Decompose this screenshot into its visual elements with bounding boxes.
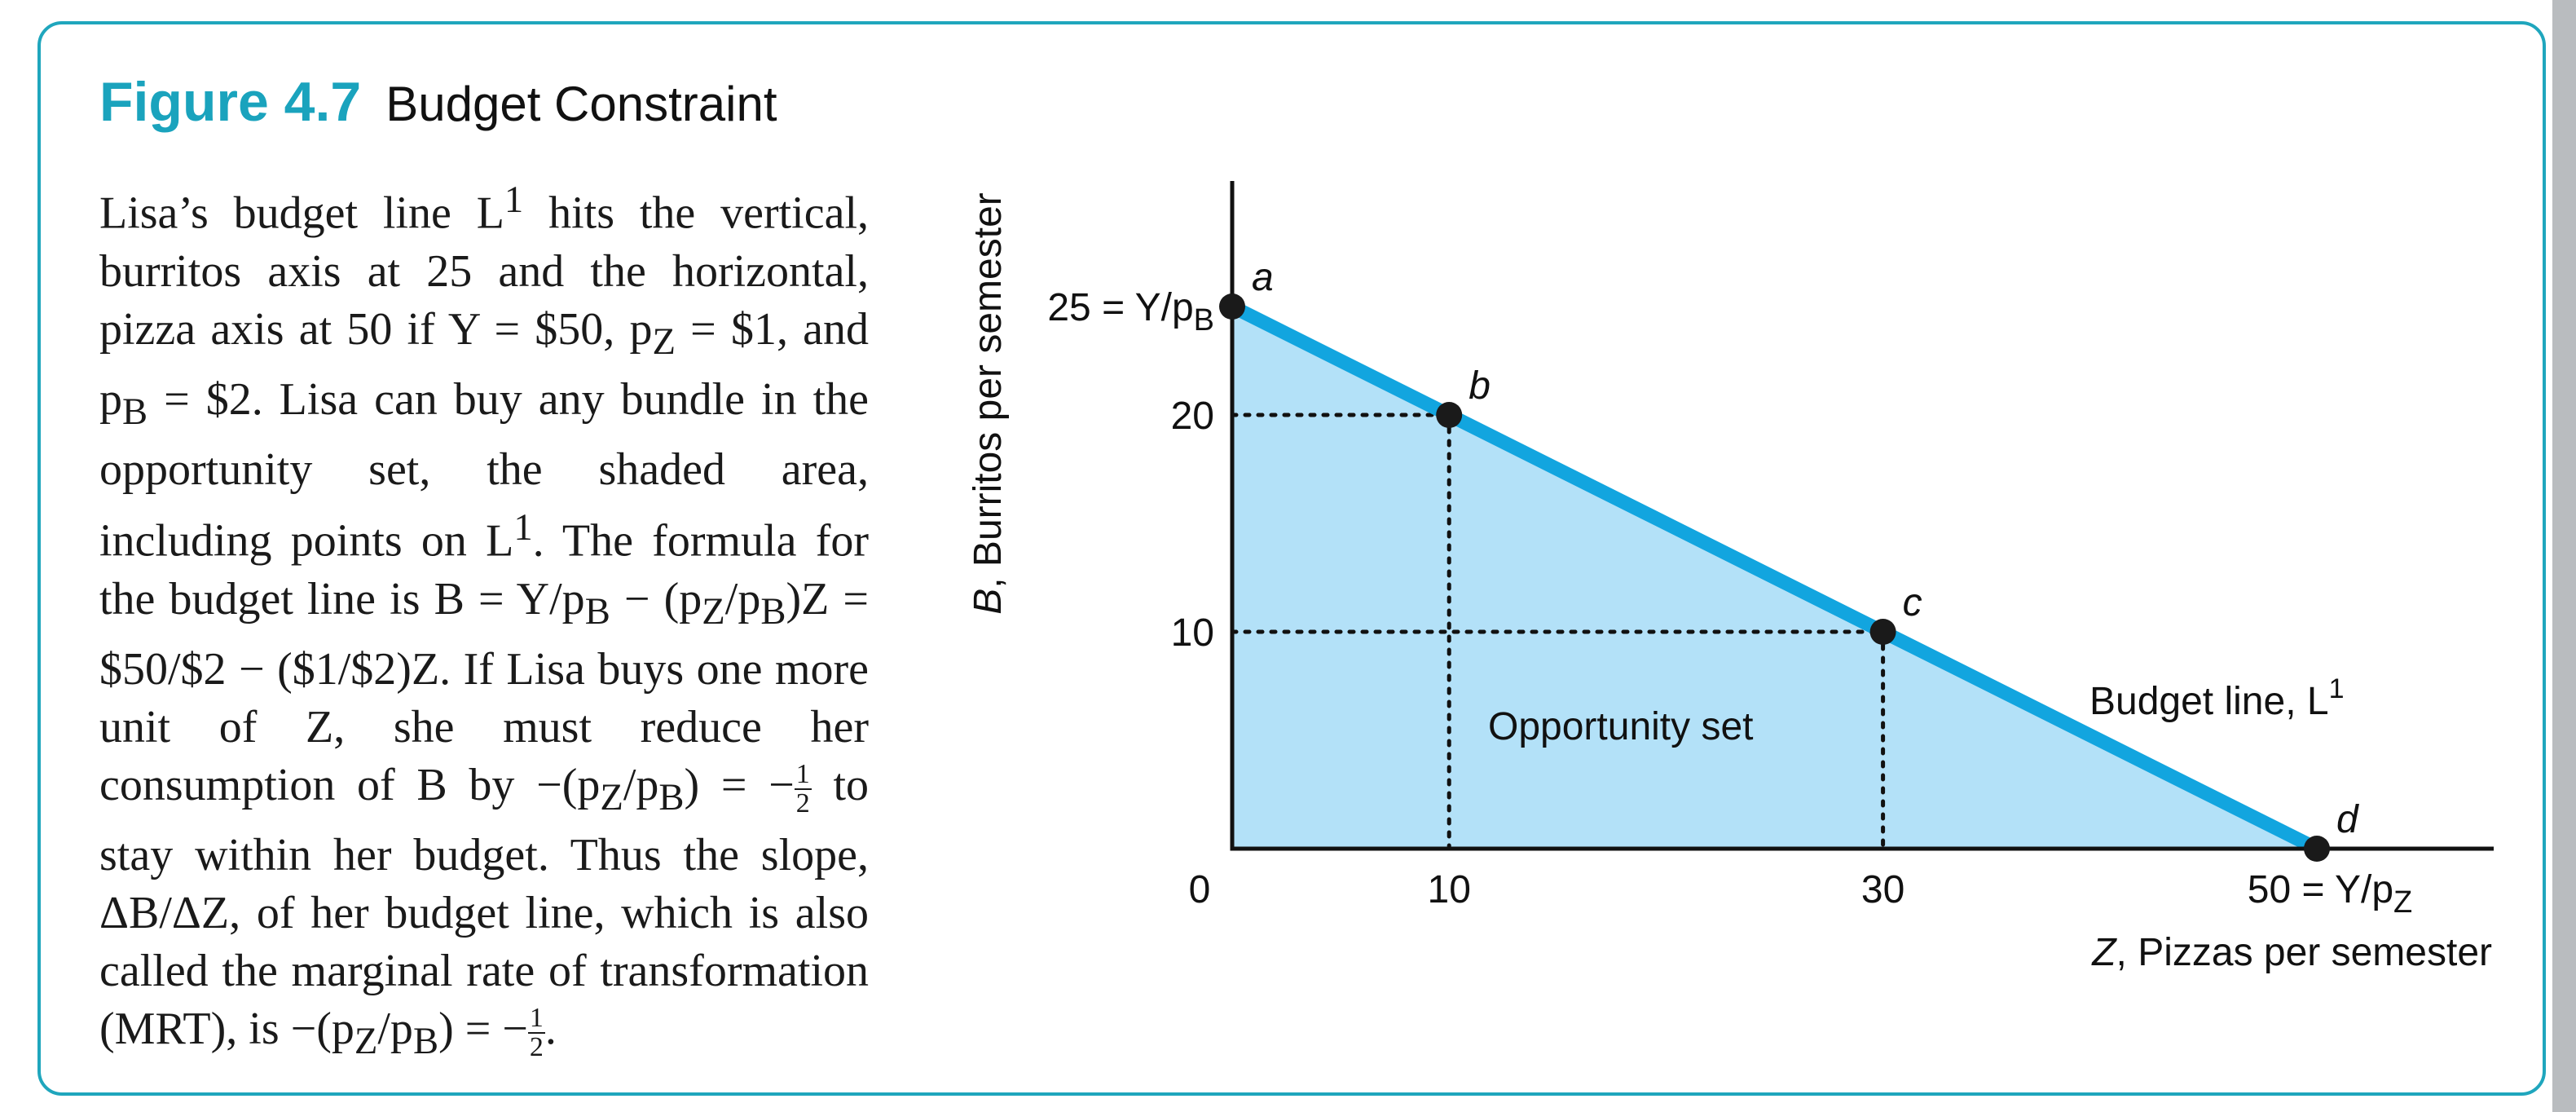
figure-caption: Lisa’s budget line L1 hits the vertical,… (99, 179, 870, 1063)
figure-label: Figure 4.7 (99, 71, 362, 133)
budget-line-L1 (1229, 300, 2320, 855)
figure-heading: Figure 4.7 Budget Constraint (99, 70, 777, 134)
point-c (1869, 619, 1896, 645)
opportunity-set-label: Opportunity set (1488, 705, 1754, 748)
x-tick-label: 30 (1861, 868, 1904, 911)
y-tick-label: 25 = Y/pB (1047, 286, 1214, 338)
x-tick-label: 50 = Y/pZ (2248, 868, 2413, 920)
figure-title: Budget Constraint (385, 77, 777, 131)
budget-line-label: Budget line, L1 (2089, 673, 2344, 723)
x-tick-label: 10 (1428, 868, 1471, 911)
y-axis-title: B, Burritos per semester (967, 192, 1010, 615)
point-label-b: b (1469, 364, 1491, 408)
point-label-a: a (1252, 256, 1274, 299)
y-tick-label: 10 (1171, 611, 1214, 655)
page-edge-bar (2552, 0, 2576, 1112)
point-label-d: d (2336, 798, 2359, 841)
x-axis-title: Z, Pizzas per semester (2091, 931, 2492, 974)
x-tick-label: 0 (1189, 868, 1211, 911)
point-d (2304, 836, 2330, 862)
point-a (1219, 293, 1245, 320)
y-tick-label: 20 (1171, 395, 1214, 438)
point-label-c: c (1903, 581, 1922, 624)
point-b (1436, 402, 1463, 428)
